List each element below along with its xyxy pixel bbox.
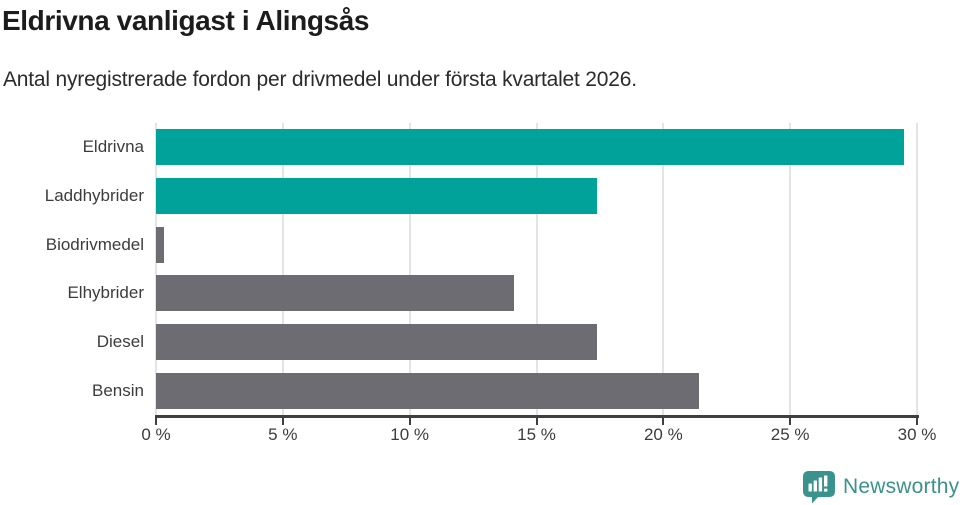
axis-tick-label: 30 % <box>897 425 937 444</box>
gridline <box>662 123 665 415</box>
chart-subtitle: Antal nyregistrerade fordon per drivmede… <box>3 68 637 91</box>
axis-tick <box>408 418 411 425</box>
category-label: Bensin <box>92 380 144 400</box>
category-label: Biodrivmedel <box>45 234 144 254</box>
bar-row <box>156 123 917 172</box>
gridline <box>155 123 157 415</box>
bar <box>156 129 905 166</box>
brand-footer: Newsworthy <box>802 470 959 504</box>
gridline <box>916 123 918 415</box>
axis-tick-label: 20 % <box>643 425 683 444</box>
bar <box>156 275 514 312</box>
category-label: Eldrivna <box>82 137 144 157</box>
axis-tick <box>535 418 538 425</box>
newsworthy-speech-bubble-bar-chart-icon <box>803 471 835 504</box>
axis-tick <box>789 418 792 425</box>
x-axis-tick-labels: 0 % 5 % 10 % 15 % 20 % 25 % 30 % <box>141 425 936 447</box>
mini-bar-chart-glyph <box>808 475 828 492</box>
category-labels: Eldrivna Laddhybrider Biodrivmedel Elhybrid… <box>0 123 144 415</box>
axis-tick <box>155 418 157 425</box>
bar-row <box>156 172 917 221</box>
category-label: Diesel <box>96 332 144 352</box>
chart-title: Eldrivna vanligast i Alingsås <box>2 5 370 36</box>
gridline <box>281 123 284 415</box>
gridline <box>535 123 538 415</box>
gridline <box>789 123 792 415</box>
x-axis-line <box>155 415 919 418</box>
x-axis-ticks <box>155 418 918 426</box>
brand-wordmark: Newsworthy <box>843 475 960 498</box>
axis-tick-label: 25 % <box>770 425 810 444</box>
category-label: Laddhybrider <box>44 186 144 205</box>
axis-tick-label: 15 % <box>517 425 556 444</box>
axis-tick-label: 10 % <box>390 425 430 444</box>
axis-tick-label: 5 % <box>268 425 298 444</box>
axis-tick <box>662 418 665 425</box>
axis-tick <box>916 418 918 425</box>
bar-chart-plot <box>155 123 918 415</box>
category-label: Elhybrider <box>67 283 144 303</box>
axis-tick-label: 0 % <box>141 425 171 444</box>
gridline <box>408 123 411 415</box>
axis-tick <box>281 418 284 425</box>
bar-row <box>156 269 917 318</box>
bar-row <box>156 318 917 367</box>
bar <box>156 372 699 409</box>
bar-row <box>156 220 917 269</box>
bar-rows <box>156 123 917 415</box>
bar <box>156 226 164 263</box>
bar <box>156 324 598 361</box>
bar <box>156 178 598 214</box>
bar-row <box>156 366 917 415</box>
